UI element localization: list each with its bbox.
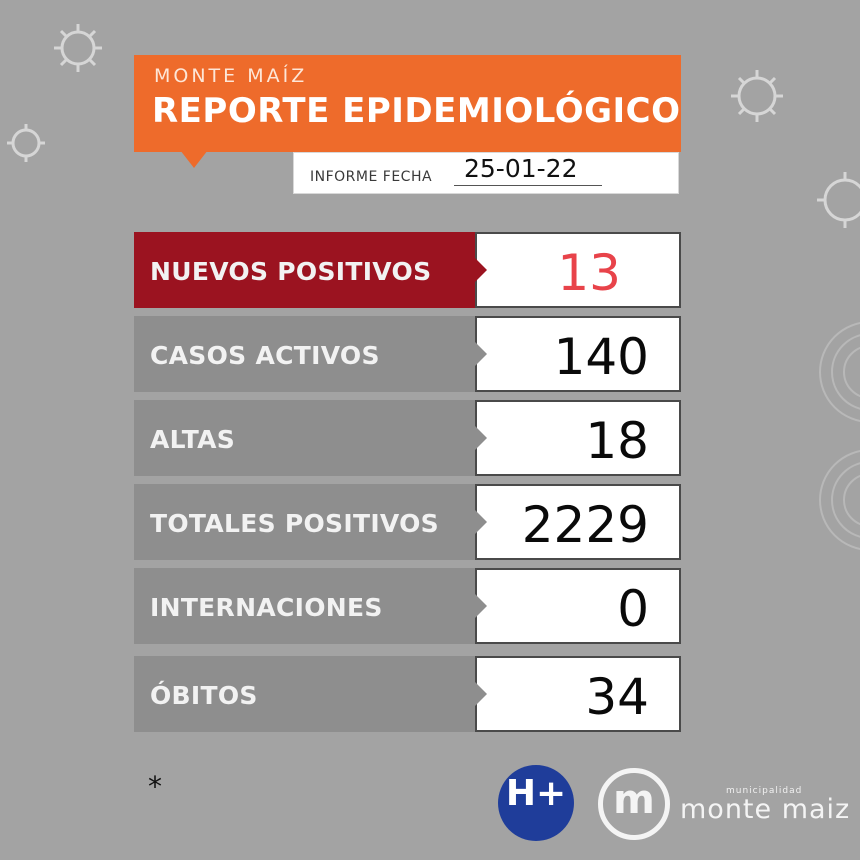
- row-label: ALTAS: [150, 425, 236, 454]
- row-value-box: 2229: [475, 484, 681, 560]
- h-plus-logo: H+: [498, 765, 574, 841]
- row-arrow-icon: [475, 258, 487, 282]
- row-internaciones: INTERNACIONES 0: [134, 568, 681, 644]
- row-label-box: INTERNACIONES: [134, 568, 475, 644]
- row-label-box: CASOS ACTIVOS: [134, 316, 475, 392]
- row-label: NUEVOS POSITIVOS: [150, 257, 432, 286]
- row-value: 0: [617, 580, 649, 638]
- row-label: INTERNACIONES: [150, 593, 383, 622]
- row-obitos: ÓBITOS 34: [134, 656, 681, 732]
- date-value: 25-01-22: [464, 154, 578, 183]
- row-value: 34: [585, 668, 649, 726]
- row-altas: ALTAS 18: [134, 400, 681, 476]
- row-casos-activos: CASOS ACTIVOS 140: [134, 316, 681, 392]
- row-value-box: 13: [475, 232, 681, 308]
- row-arrow-icon: [475, 682, 487, 706]
- brand-subtitle: municipalidad: [726, 786, 803, 796]
- row-label-box: ÓBITOS: [134, 656, 475, 732]
- row-arrow-icon: [475, 594, 487, 618]
- row-value-box: 0: [475, 568, 681, 644]
- date-label: INFORME FECHA: [310, 169, 433, 185]
- row-label: CASOS ACTIVOS: [150, 341, 380, 370]
- header-title: REPORTE EPIDEMIOLÓGICO: [152, 91, 681, 131]
- row-value-box: 140: [475, 316, 681, 392]
- virus-icon: [54, 24, 102, 72]
- row-label: ÓBITOS: [150, 681, 258, 710]
- date-underline: [454, 185, 602, 186]
- row-label-box: NUEVOS POSITIVOS: [134, 232, 475, 308]
- row-value: 13: [557, 244, 621, 302]
- brand-name: monte maiz: [680, 794, 851, 825]
- footnote-asterisk: *: [148, 770, 162, 803]
- h-plus-logo-text: H+: [505, 773, 567, 814]
- row-label-box: ALTAS: [134, 400, 475, 476]
- row-value-box: 34: [475, 656, 681, 732]
- row-totales-positivos: TOTALES POSITIVOS 2229: [134, 484, 681, 560]
- row-arrow-icon: [475, 510, 487, 534]
- monte-maiz-logo: m: [598, 768, 670, 840]
- row-label: TOTALES POSITIVOS: [150, 509, 439, 538]
- date-box: INFORME FECHA 25-01-22: [293, 152, 679, 194]
- report-header: MONTE MAÍZ REPORTE EPIDEMIOLÓGICO: [134, 55, 681, 152]
- row-value: 2229: [521, 496, 649, 554]
- row-arrow-icon: [475, 426, 487, 450]
- row-value: 140: [553, 328, 649, 386]
- row-value: 18: [585, 412, 649, 470]
- header-pointer: [180, 150, 208, 168]
- row-label-box: TOTALES POSITIVOS: [134, 484, 475, 560]
- row-nuevos-positivos: NUEVOS POSITIVOS 13: [134, 232, 681, 308]
- row-arrow-icon: [475, 342, 487, 366]
- row-value-box: 18: [475, 400, 681, 476]
- monte-maiz-logo-glyph: m: [613, 777, 655, 823]
- header-subtitle: MONTE MAÍZ: [154, 65, 308, 87]
